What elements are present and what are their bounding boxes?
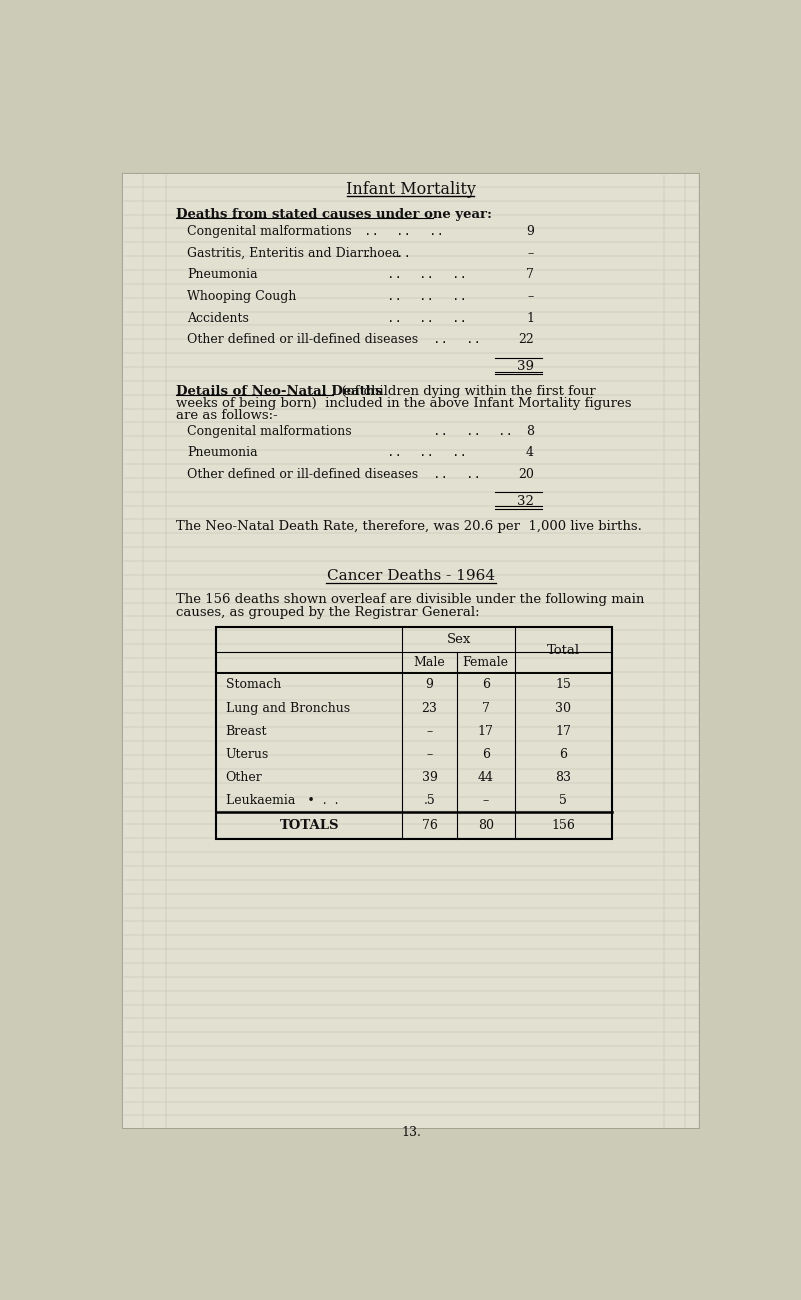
Text: 13.: 13. bbox=[401, 1126, 421, 1139]
Text: 9: 9 bbox=[526, 225, 534, 238]
Text: 39: 39 bbox=[517, 360, 534, 373]
Text: 6: 6 bbox=[559, 747, 567, 760]
Text: –: – bbox=[528, 247, 534, 260]
Text: Cancer Deaths - 1964: Cancer Deaths - 1964 bbox=[327, 568, 495, 582]
Text: 22: 22 bbox=[518, 333, 534, 346]
Text: 9: 9 bbox=[425, 679, 433, 692]
Text: Leukaemia   •  .  .: Leukaemia • . . bbox=[226, 794, 338, 807]
Text: ..: .. bbox=[433, 425, 449, 438]
Text: 4: 4 bbox=[526, 446, 534, 459]
Text: ..: .. bbox=[387, 268, 402, 281]
Text: 76: 76 bbox=[421, 819, 437, 832]
Text: 6: 6 bbox=[481, 747, 489, 760]
Text: ..: .. bbox=[364, 247, 379, 260]
Bar bbox=[216, 627, 612, 838]
Text: 15: 15 bbox=[555, 679, 571, 692]
Text: ..: .. bbox=[466, 333, 481, 346]
Text: 83: 83 bbox=[555, 771, 571, 784]
Text: 30: 30 bbox=[555, 702, 571, 715]
Text: The Neo-Natal Death Rate, therefore, was 20.6 per  1,000 live births.: The Neo-Natal Death Rate, therefore, was… bbox=[176, 520, 642, 533]
Text: ..: .. bbox=[429, 225, 444, 238]
Text: Congenital malformations: Congenital malformations bbox=[187, 225, 352, 238]
Text: –: – bbox=[528, 290, 534, 303]
Text: 7: 7 bbox=[481, 702, 489, 715]
Text: 17: 17 bbox=[555, 724, 571, 737]
Text: Congenital malformations: Congenital malformations bbox=[187, 425, 352, 438]
Text: Gastritis, Enteritis and Diarrhoea: Gastritis, Enteritis and Diarrhoea bbox=[187, 247, 400, 260]
Text: ..: .. bbox=[420, 268, 434, 281]
Text: are as follows:-: are as follows:- bbox=[176, 410, 278, 422]
Text: ..: .. bbox=[420, 312, 434, 325]
Text: 1: 1 bbox=[526, 312, 534, 325]
Text: Accidents: Accidents bbox=[187, 312, 249, 325]
Text: ..: .. bbox=[452, 268, 467, 281]
Text: Female: Female bbox=[463, 656, 509, 670]
Text: 39: 39 bbox=[421, 771, 437, 784]
Text: –: – bbox=[426, 724, 433, 737]
Text: 44: 44 bbox=[477, 771, 493, 784]
Text: Details of Neo-Natal Deaths: Details of Neo-Natal Deaths bbox=[176, 385, 383, 398]
Text: 80: 80 bbox=[477, 819, 493, 832]
Text: ..: .. bbox=[433, 333, 449, 346]
Text: (of children dying within the first four: (of children dying within the first four bbox=[332, 385, 595, 398]
Text: ..: .. bbox=[364, 225, 379, 238]
Text: –: – bbox=[426, 747, 433, 760]
Text: Infant Mortality: Infant Mortality bbox=[346, 182, 476, 199]
Text: Pneumonia: Pneumonia bbox=[187, 446, 258, 459]
Text: 17: 17 bbox=[477, 724, 493, 737]
Text: Whooping Cough: Whooping Cough bbox=[187, 290, 296, 303]
Text: Male: Male bbox=[413, 656, 445, 670]
Text: Other: Other bbox=[226, 771, 263, 784]
Text: ..: .. bbox=[466, 468, 481, 481]
Text: Uterus: Uterus bbox=[226, 747, 269, 760]
Text: weeks of being born)  included in the above Infant Mortality figures: weeks of being born) included in the abo… bbox=[176, 396, 631, 410]
Text: Total: Total bbox=[546, 644, 580, 656]
Text: ..: .. bbox=[387, 290, 402, 303]
Text: 7: 7 bbox=[526, 268, 534, 281]
Text: ..: .. bbox=[452, 290, 467, 303]
Text: ..: .. bbox=[396, 225, 411, 238]
Text: Other defined or ill-defined diseases: Other defined or ill-defined diseases bbox=[187, 468, 418, 481]
Text: ..: .. bbox=[433, 468, 449, 481]
Text: 23: 23 bbox=[421, 702, 437, 715]
Text: ..: .. bbox=[387, 312, 402, 325]
Text: 156: 156 bbox=[551, 819, 575, 832]
Text: ..: .. bbox=[452, 312, 467, 325]
Text: The 156 deaths shown overleaf are divisible under the following main: The 156 deaths shown overleaf are divisi… bbox=[176, 593, 645, 606]
Text: –: – bbox=[482, 794, 489, 807]
Text: ..: .. bbox=[452, 446, 467, 459]
Text: Sex: Sex bbox=[446, 633, 471, 646]
Text: ..: .. bbox=[498, 425, 513, 438]
Text: causes, as grouped by the Registrar General:: causes, as grouped by the Registrar Gene… bbox=[176, 606, 480, 619]
Text: 6: 6 bbox=[481, 679, 489, 692]
Text: 20: 20 bbox=[518, 468, 534, 481]
Text: Stomach: Stomach bbox=[226, 679, 281, 692]
Text: Breast: Breast bbox=[226, 724, 268, 737]
Text: ..: .. bbox=[466, 425, 481, 438]
Text: ..: .. bbox=[396, 247, 411, 260]
Text: Other defined or ill-defined diseases: Other defined or ill-defined diseases bbox=[187, 333, 418, 346]
Text: Pneumonia: Pneumonia bbox=[187, 268, 258, 281]
Text: .5: .5 bbox=[424, 794, 436, 807]
Text: ..: .. bbox=[420, 446, 434, 459]
Text: Lung and Bronchus: Lung and Bronchus bbox=[226, 702, 350, 715]
Text: 5: 5 bbox=[559, 794, 567, 807]
Text: 32: 32 bbox=[517, 495, 534, 508]
Text: ..: .. bbox=[387, 446, 402, 459]
Text: ..: .. bbox=[420, 290, 434, 303]
Text: TOTALS: TOTALS bbox=[280, 819, 339, 832]
Text: Deaths from stated causes under one year:: Deaths from stated causes under one year… bbox=[176, 208, 492, 221]
Text: 8: 8 bbox=[526, 425, 534, 438]
